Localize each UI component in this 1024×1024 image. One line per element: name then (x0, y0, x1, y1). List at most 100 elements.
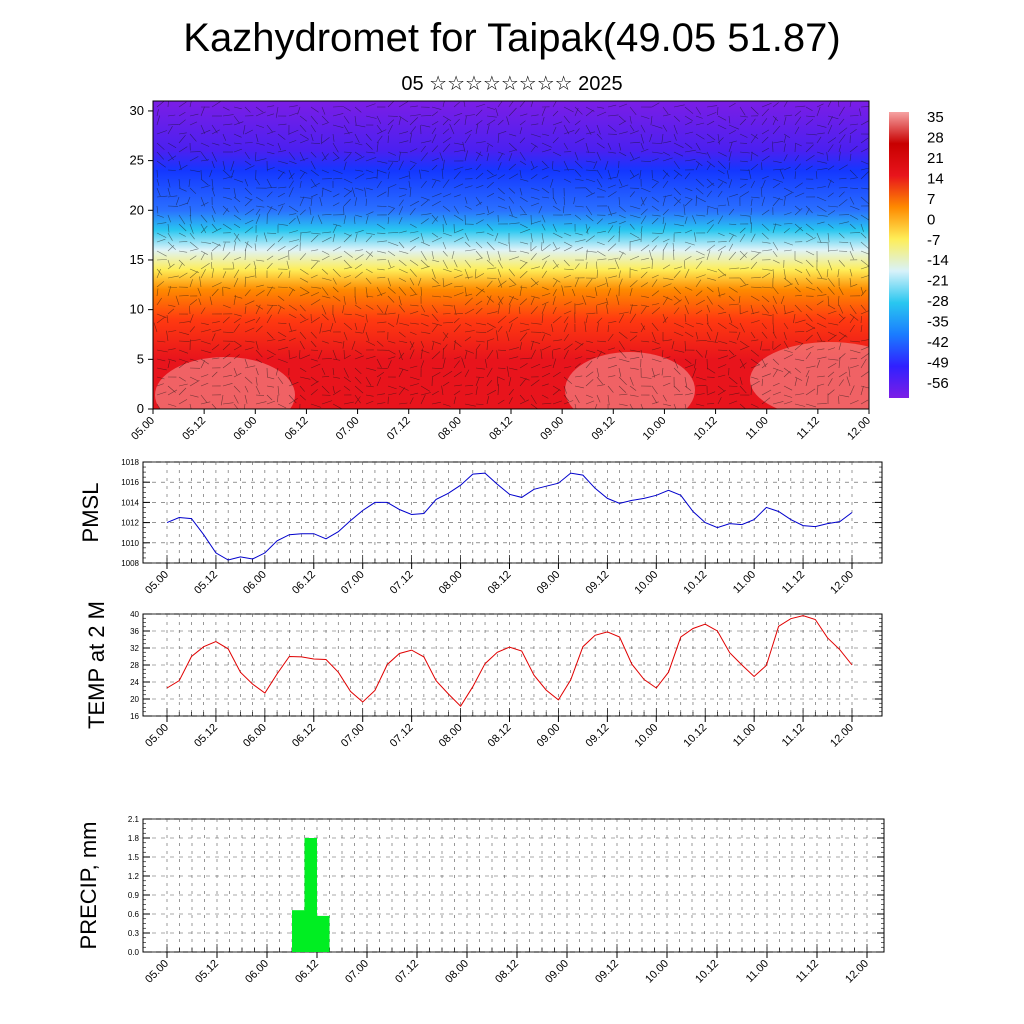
x-tick-label: 08.00 (437, 569, 465, 597)
x-tick-label: 11.12 (780, 569, 807, 596)
x-tick-label: 12.00 (828, 569, 856, 597)
x-tick-label: 05.00 (143, 569, 171, 597)
colorbar: 35 28 21 14 7 0 -7 -14 -21 -28 -35 -42 -49 -56 (889, 109, 949, 398)
colorbar-label: -49 (927, 355, 949, 372)
y-tick-label: 1014 (121, 498, 139, 507)
x-tick-label: 05.12 (192, 722, 220, 750)
x-tick-label: 09.00 (535, 569, 563, 597)
y-tick-label: 0.9 (128, 891, 140, 900)
x-tick-label: 10.12 (693, 958, 721, 986)
x-tick-label: 07.00 (339, 722, 367, 750)
temperature-panel: 16 20 24 28 32 36 40 05.00 05.12 06.00 06.12 07.00 0… (84, 601, 883, 750)
page-title: Kazhydromet for Taipak(49.05 51.87) (183, 16, 841, 60)
x-tick-label: 07.00 (343, 958, 371, 986)
x-tick-label: 10.12 (681, 569, 709, 597)
x-tick-label: 08.12 (486, 569, 514, 597)
y-tick-label: 20 (130, 202, 144, 217)
x-tick-label: 09.12 (593, 958, 621, 986)
pmsl-panel: 1008 1010 1012 1014 1016 1018 05.00 05.12 06.00 0… (78, 458, 883, 597)
x-tick-label: 12.00 (828, 722, 856, 750)
precipitation-panel: 0.0 0.3 0.6 0.9 1.2 1.5 1.8 2.1 05.00 05.12 06.00 0… (76, 815, 885, 986)
x-tick-label: 06.12 (283, 415, 311, 443)
colorbar-label: 21 (927, 150, 944, 167)
y-tick-label: 1.5 (128, 853, 140, 862)
wind-barbs (153, 101, 869, 409)
colorbar-label: -7 (927, 232, 940, 249)
y-axis-label: PMSL (78, 483, 103, 543)
x-tick-label: 09.00 (538, 415, 566, 443)
x-tick-label: 10.00 (632, 722, 660, 750)
y-tick-label: 0.3 (128, 929, 140, 938)
x-tick-label: 11.12 (780, 722, 807, 749)
x-tick-label: 09.12 (584, 569, 612, 597)
y-tick-label: 1010 (121, 539, 139, 548)
x-tick-label: 06.12 (293, 958, 321, 986)
x-tick-label: 08.00 (443, 958, 471, 986)
x-tick-label: 11.12 (794, 958, 821, 985)
y-tick-label: 20 (130, 695, 139, 704)
x-tick-label: 05.00 (143, 722, 171, 750)
y-tick-label: 0.6 (128, 910, 140, 919)
y-tick-label: 1016 (121, 478, 139, 487)
x-tick-label: 10.12 (681, 722, 709, 750)
x-tick-label: 10.00 (641, 415, 669, 443)
x-tick-label: 09.00 (535, 722, 563, 750)
pmsl-line (166, 472, 853, 561)
colorbar-label: -35 (927, 314, 949, 331)
x-tick-label: 11.00 (744, 958, 771, 985)
y-tick-label: 30 (130, 103, 144, 118)
x-tick-label: 05.00 (129, 415, 157, 443)
panel-frame (142, 818, 885, 953)
y-tick-label: 0.0 (128, 948, 140, 957)
y-axis-label: TEMP at 2 M (84, 601, 109, 729)
colorbar-label: -14 (927, 252, 949, 269)
x-tick-label: 06.00 (241, 722, 269, 750)
x-tick-label: 09.12 (584, 722, 612, 750)
y-tick-label: 40 (130, 610, 139, 619)
x-tick-label: 10.12 (692, 415, 720, 443)
colorbar-ramp (889, 112, 909, 398)
colorbar-label: 35 (927, 109, 944, 126)
y-tick-label: 1012 (121, 519, 139, 528)
y-tick-label: 36 (130, 627, 139, 636)
colorbar-label: -42 (927, 334, 949, 351)
colorbar-label: 0 (927, 211, 935, 228)
x-tick-label: 11.12 (795, 415, 822, 442)
colorbar-label: -28 (927, 293, 949, 310)
x-tick-label: 09.00 (543, 958, 571, 986)
cross-section-field (153, 101, 869, 409)
x-tick-label: 12.00 (845, 415, 873, 443)
y-tick-label: 25 (130, 153, 144, 168)
x-tick-label: 11.00 (743, 415, 770, 442)
x-tick-label: 08.12 (486, 722, 514, 750)
y-tick-label: 15 (130, 252, 144, 267)
y-tick-label: 24 (130, 678, 139, 687)
precip-bar (304, 838, 317, 952)
x-tick-label: 05.12 (192, 569, 220, 597)
x-tick-label: 06.00 (241, 569, 269, 597)
page-subtitle: 05 ☆☆☆☆☆☆☆☆ 2025 (401, 73, 623, 95)
panel-frame (142, 461, 883, 564)
y-tick-label: 1.2 (128, 872, 140, 881)
x-tick-label: 06.12 (290, 722, 318, 750)
warm-cell (750, 342, 869, 409)
y-tick-label: 1.8 (128, 834, 140, 843)
y-axis-label: PRECIP, mm (76, 822, 101, 950)
precip-bar (292, 910, 305, 952)
colorbar-label: 7 (927, 191, 935, 208)
x-tick-label: 05.12 (193, 958, 221, 986)
x-tick-label: 06.12 (290, 569, 318, 597)
colorbar-label: -56 (927, 375, 949, 392)
precip-bar (317, 915, 330, 952)
x-tick-label: 09.12 (589, 415, 617, 443)
x-tick-label: 06.00 (243, 958, 271, 986)
x-tick-label: 07.00 (334, 415, 362, 443)
x-tick-label: 05.00 (143, 958, 171, 986)
x-tick-label: 11.00 (731, 722, 758, 749)
temperature-line (166, 615, 853, 707)
x-tick-label: 08.12 (493, 958, 521, 986)
x-tick-label: 05.12 (180, 415, 208, 443)
y-tick-label: 32 (130, 644, 139, 653)
x-tick-label: 08.00 (436, 415, 464, 443)
